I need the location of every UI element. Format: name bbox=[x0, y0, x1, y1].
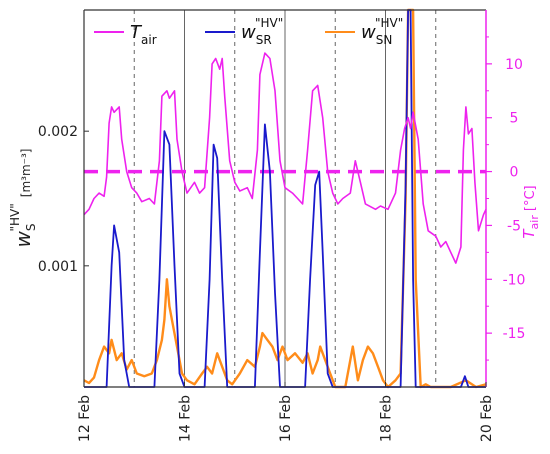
right-tick-label: 10 bbox=[505, 57, 523, 73]
left-axis-ticks: 0.001 0.002 bbox=[38, 124, 89, 275]
svg-text:wS"HV"[m³m⁻³]: wS"HV" [m³m⁻³] bbox=[8, 149, 38, 248]
left-axis-title-sub: S bbox=[24, 224, 38, 232]
x-tick-label: 18 Feb bbox=[379, 395, 395, 442]
right-axis-title-main: T bbox=[520, 228, 538, 239]
vertical-lines bbox=[133, 10, 437, 387]
legend-sup-wsn: "HV" bbox=[375, 16, 403, 30]
legend-label-tair: Tair bbox=[130, 22, 157, 47]
right-axis-title-sub: air bbox=[528, 215, 541, 230]
right-tick-label: -10 bbox=[503, 272, 526, 288]
series-lines bbox=[83, 8, 487, 389]
right-axis-title-unit: [°C] bbox=[523, 185, 538, 211]
right-axis-ticks: 10 5 0 -5 -10 -15 bbox=[486, 36, 526, 361]
series-line-tair bbox=[83, 52, 487, 264]
legend-label-wsr: wSR bbox=[241, 22, 272, 47]
left-tick-label: 0.002 bbox=[38, 124, 78, 140]
left-axis-title-unit: [m³m⁻³] bbox=[19, 149, 33, 198]
left-axis-title-main: w bbox=[11, 230, 35, 247]
left-tick-label: 0.001 bbox=[38, 259, 78, 275]
right-axis-title: Tair [°C] bbox=[520, 185, 541, 238]
x-axis-ticks: 12 Feb 14 Feb 16 Feb 18 Feb 20 Feb bbox=[77, 382, 495, 442]
x-tick-label: 14 Feb bbox=[178, 395, 194, 442]
legend-sup-wsr: "HV" bbox=[255, 16, 283, 30]
svg-text:Tair[°C]: Tair [°C] bbox=[520, 185, 541, 238]
left-axis-title: wS"HV" [m³m⁻³] bbox=[8, 149, 38, 248]
series-line-wsr bbox=[84, 9, 486, 388]
right-tick-label: -15 bbox=[503, 326, 526, 342]
legend: Tair wSR"HV" wSN"HV" bbox=[94, 16, 403, 47]
x-tick-label: 20 Feb bbox=[479, 395, 495, 442]
right-tick-label: -5 bbox=[507, 218, 521, 234]
x-tick-label: 12 Feb bbox=[77, 395, 93, 442]
left-axis-title-sup: "HV" bbox=[8, 203, 22, 231]
x-tick-label: 16 Feb bbox=[278, 395, 294, 442]
right-tick-label: 5 bbox=[510, 111, 519, 127]
legend-label-wsn: wSN bbox=[361, 22, 392, 47]
right-tick-label: 0 bbox=[510, 165, 519, 181]
